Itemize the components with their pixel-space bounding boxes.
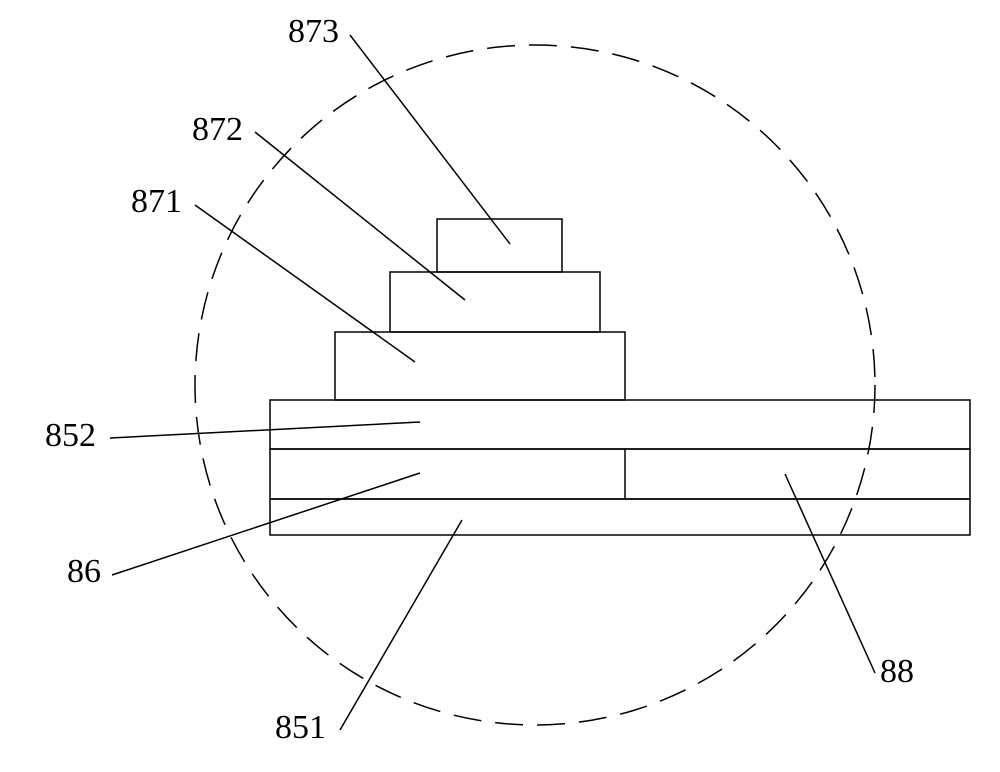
background	[0, 0, 1000, 772]
label-873: 873	[288, 13, 339, 50]
label-86: 86	[67, 553, 101, 590]
label-852: 852	[45, 417, 96, 454]
label-872: 872	[192, 111, 243, 148]
label-871: 871	[131, 183, 182, 220]
diagram-canvas: 873 872 871 852 86 851 88	[0, 0, 1000, 772]
label-851: 851	[275, 709, 326, 746]
label-88: 88	[880, 653, 914, 690]
